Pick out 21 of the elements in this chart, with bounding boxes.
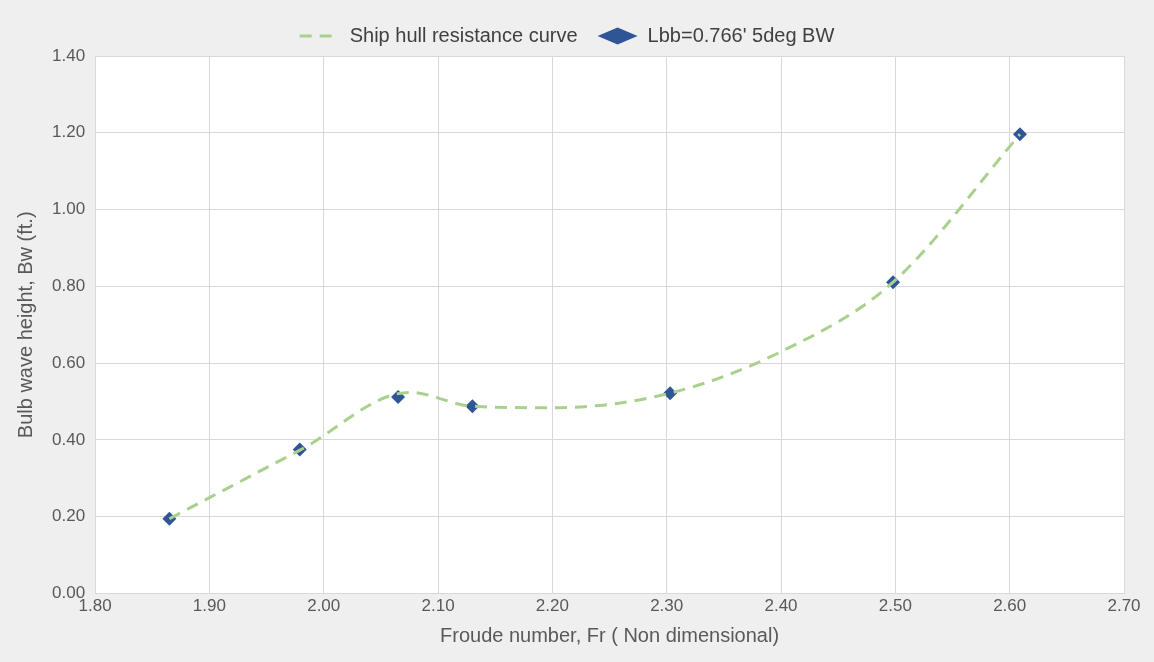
x-tick-label: 2.30 [650,596,684,616]
y-tick-label: 0.40 [51,429,86,449]
x-tick-label: 2.60 [993,596,1027,616]
y-tick-label: 1.40 [51,45,86,65]
legend-label: Lbb=0.766' 5deg BW [647,23,835,46]
x-tick-label: 2.10 [421,596,455,616]
y-tick-label: 1.00 [51,199,86,219]
point [1012,127,1027,142]
y-tick-label: 0.20 [51,506,86,526]
x-tick-label: 1.90 [192,596,226,616]
x-axis-title: Froude number, Fr ( Non dimensional) [440,623,780,646]
x-tick-label: 2.70 [1107,596,1141,616]
y-axis-title: Bulb wave height, Bw (ft.) [13,211,36,439]
legend-label: Ship hull resistance curve [349,23,578,46]
y-tick-label: 0.60 [51,352,86,372]
x-tick-label: 2.40 [764,596,798,616]
y-tick-label: 0.80 [51,276,86,296]
x-tick-label: 2.00 [307,596,341,616]
x-tick-label: 2.50 [878,596,912,616]
y-tick-label: 1.20 [51,122,86,142]
x-tick-label: 2.20 [535,596,569,616]
